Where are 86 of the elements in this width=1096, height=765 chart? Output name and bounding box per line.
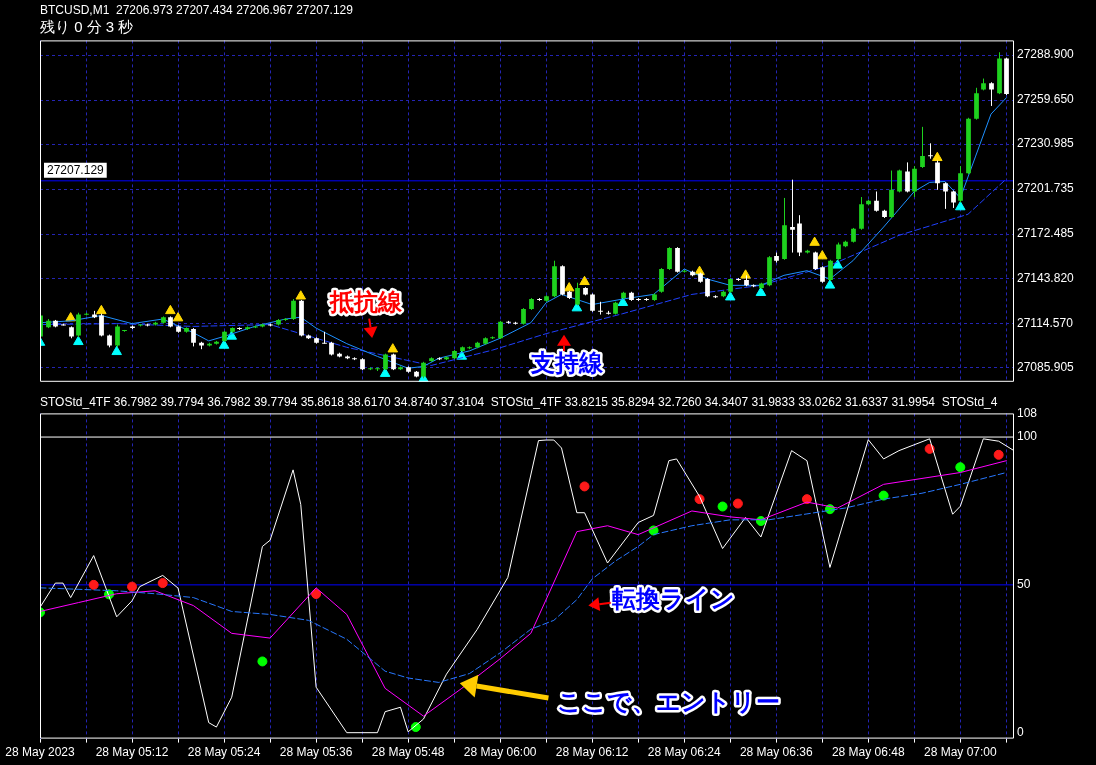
chart-title: BTCUSD,M1 27206.973 27207.434 27206.967 27207.129 [40, 2, 354, 17]
ref-line-label: 27207.129 [47, 163, 105, 178]
annotation: 支持線 [529, 349, 604, 377]
point [127, 581, 138, 592]
candlestick [828, 259, 833, 282]
x-tick-label: 28 May 06:24 [647, 745, 721, 760]
y-tick-label: 27230.985 [1017, 136, 1075, 151]
x-tick-label: 28 May 05:48 [371, 745, 445, 760]
annotation: 転換ライン [611, 584, 735, 612]
x-tick-label: 28 May 06:36 [739, 745, 813, 760]
y-tick-label: 50 [1017, 577, 1031, 592]
candlestick [76, 312, 81, 338]
point [111, 345, 122, 356]
candlestick [935, 160, 940, 191]
candlestick [191, 327, 196, 347]
point [732, 498, 743, 509]
point [563, 282, 575, 292]
point [809, 236, 820, 246]
candlestick [920, 126, 925, 169]
point [579, 481, 590, 492]
candlestick [322, 331, 327, 345]
point [311, 589, 322, 600]
candlestick [874, 190, 879, 213]
point [932, 151, 943, 162]
point [717, 501, 728, 512]
candlestick [928, 142, 933, 160]
point [724, 291, 736, 301]
y-tick-label: 27172.485 [1017, 226, 1075, 241]
point [172, 312, 184, 322]
x-tick-label: 28 May 07:00 [923, 745, 997, 760]
y-tick-label: 100 [1017, 429, 1038, 444]
annotation: ここで、エントリー [556, 688, 780, 716]
candlestick [598, 301, 603, 316]
point [257, 656, 268, 667]
point [96, 304, 107, 315]
x-tick-label: 28 May 06:12 [555, 745, 629, 760]
y-tick-label: 27201.735 [1017, 181, 1075, 196]
point [295, 290, 307, 300]
chart-subtitle: 残り 0 分 3 秒 [40, 17, 134, 35]
point [993, 449, 1004, 460]
y-tick-label: 0 [1017, 725, 1024, 739]
annotation: 抵抗線 [329, 287, 404, 315]
candlestick [667, 246, 672, 271]
candlestick [291, 298, 296, 321]
candlestick [590, 292, 595, 313]
candlestick [115, 324, 120, 348]
point [579, 275, 590, 286]
x-tick-label: 28 May 05:36 [279, 745, 353, 760]
point [955, 201, 966, 211]
point [73, 335, 84, 346]
candlestick [912, 165, 917, 198]
x-tick-label: 28 May 2023 [5, 745, 76, 760]
y-tick-label: 108 [1017, 405, 1038, 420]
point [955, 462, 966, 473]
point [157, 578, 168, 589]
point [817, 250, 828, 260]
point [88, 579, 99, 590]
y-tick-label: 27259.650 [1017, 92, 1075, 107]
candlestick [790, 179, 795, 254]
point [165, 304, 176, 315]
point [832, 259, 843, 269]
y-tick-label: 27085.905 [1017, 359, 1075, 374]
y-tick-label: 27143.820 [1017, 270, 1075, 285]
candlestick [659, 267, 664, 294]
candlestick [897, 169, 902, 193]
candlestick [989, 81, 994, 107]
point [387, 343, 399, 353]
candlestick [705, 277, 710, 298]
point [801, 494, 812, 505]
y-tick-label: 27114.570 [1017, 315, 1074, 330]
candlestick [498, 320, 503, 340]
candlestick [675, 246, 680, 274]
x-tick-label: 28 May 05:12 [95, 745, 169, 760]
y-tick-label: 27288.900 [1017, 47, 1075, 62]
candlestick [575, 282, 580, 306]
chart-title: STOStd_4TF 36.7982 39.7794 36.7982 39.7794 35.8618 38.6170 34.8740 37.3104 STOStd_4TF 33.8215 35.8294 32.7260 34.3407 31.9833 33.0262 31.6337 31.9954 STOStd_4 [40, 394, 998, 409]
point [740, 269, 751, 279]
x-tick-label: 28 May 06:00 [463, 745, 537, 760]
candlestick [99, 313, 104, 337]
x-tick-label: 28 May 06:48 [831, 745, 905, 760]
point [878, 490, 889, 501]
candlestick [905, 161, 910, 193]
x-tick-label: 28 May 05:24 [187, 745, 261, 760]
point [824, 279, 836, 289]
candlestick [813, 251, 818, 271]
candlestick [943, 181, 948, 210]
